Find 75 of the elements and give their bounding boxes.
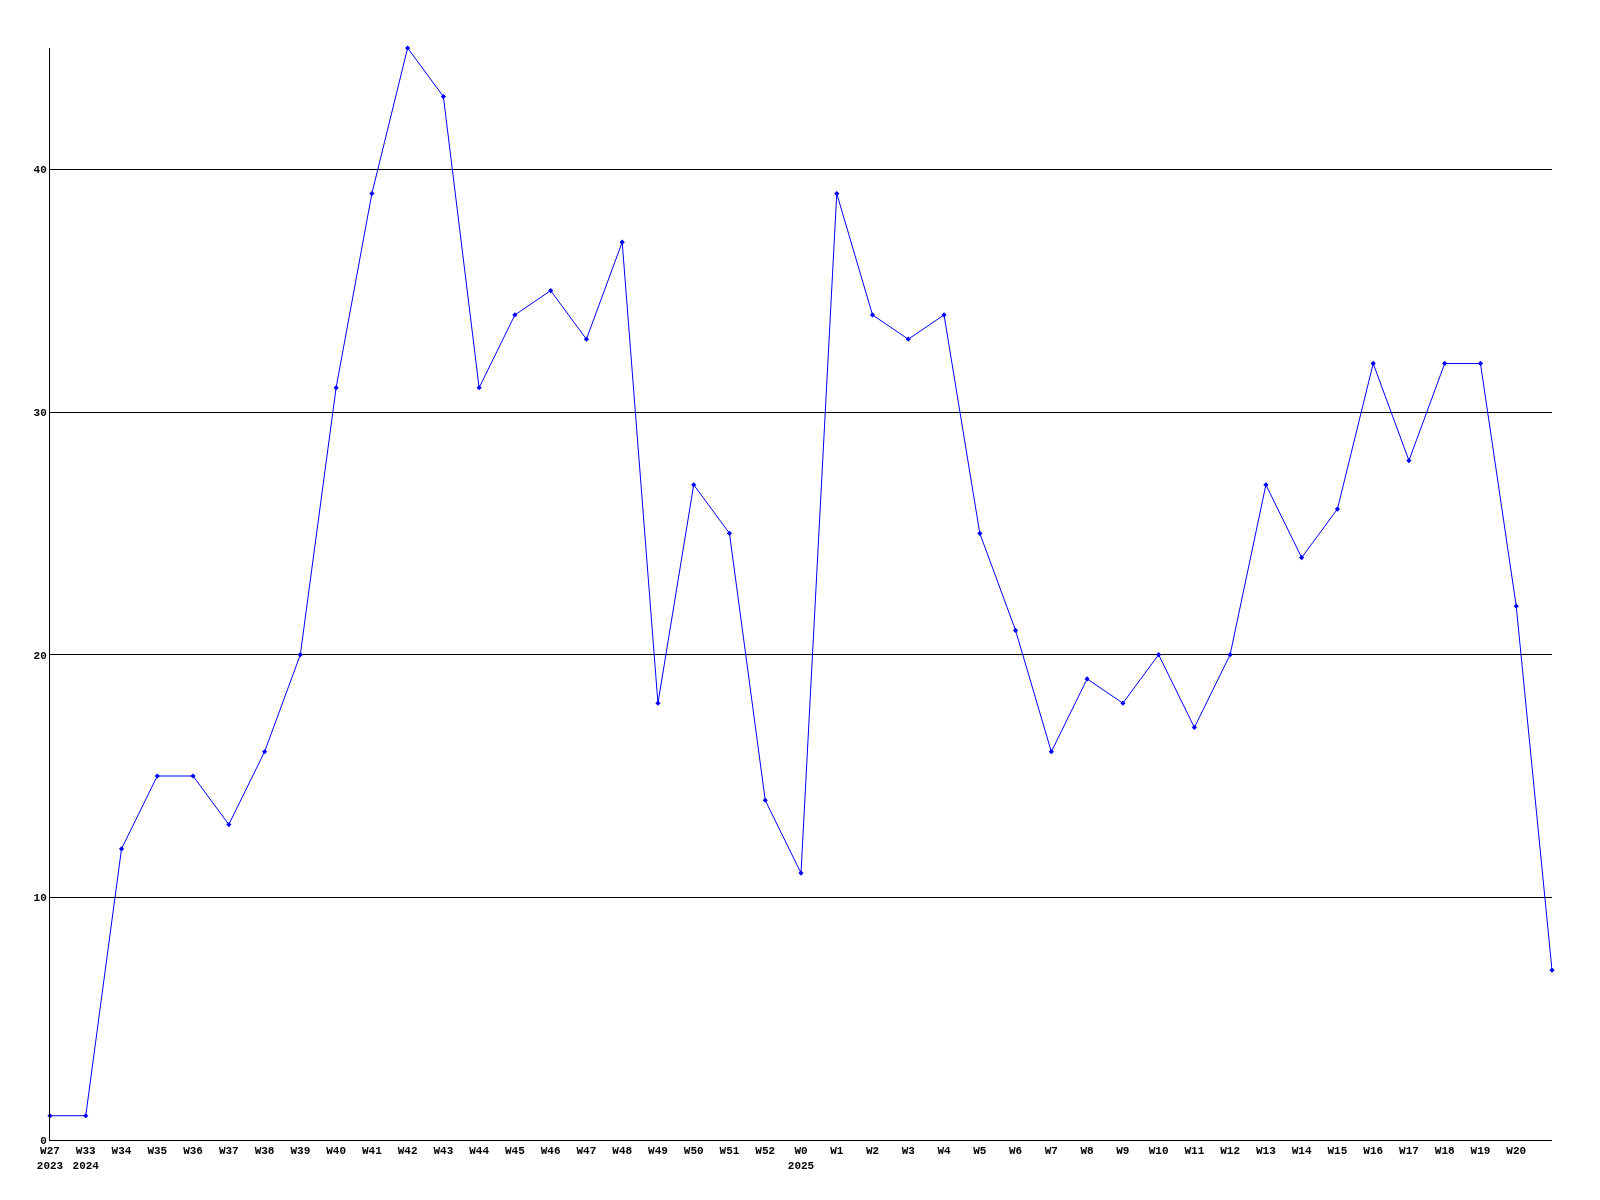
x-tick-label: W6 bbox=[1008, 1145, 1023, 1158]
y-tick-label: 10 bbox=[33, 892, 47, 905]
x-tick-label: W38 bbox=[254, 1145, 275, 1158]
x-tick-label: W33 2024 bbox=[72, 1145, 100, 1172]
x-tick-label: W35 bbox=[147, 1145, 168, 1158]
x-tick-label: W13 bbox=[1255, 1145, 1277, 1158]
x-tick-label: W46 bbox=[540, 1145, 561, 1158]
x-tick-label: W41 bbox=[361, 1145, 383, 1158]
x-tick-label: W34 bbox=[111, 1145, 132, 1158]
point bbox=[726, 530, 733, 536]
x-tick-label: W19 bbox=[1470, 1145, 1491, 1158]
x-tick-label: W43 bbox=[433, 1145, 454, 1158]
point bbox=[1477, 360, 1484, 367]
x-tick-label: W37 bbox=[218, 1145, 239, 1158]
point bbox=[476, 385, 482, 391]
point bbox=[1299, 555, 1305, 561]
point bbox=[226, 821, 232, 828]
x-tick-label: W48 bbox=[612, 1145, 633, 1158]
x-tick-label: W4 bbox=[937, 1145, 952, 1158]
x-tick-label: W47 bbox=[576, 1145, 597, 1158]
point bbox=[762, 797, 768, 803]
x-tick-label: W51 bbox=[719, 1145, 740, 1158]
point bbox=[1334, 506, 1341, 512]
x-tick-label: W1 bbox=[830, 1145, 844, 1158]
x-tick-label: W50 bbox=[683, 1145, 704, 1158]
x-tick-label: W40 bbox=[326, 1145, 347, 1158]
point bbox=[1227, 652, 1233, 658]
x-tick-label: W36 bbox=[183, 1145, 203, 1158]
x-tick-label: W15 bbox=[1327, 1145, 1348, 1158]
point bbox=[369, 191, 375, 197]
point bbox=[83, 1113, 89, 1119]
x-tick-label: W45 bbox=[504, 1145, 526, 1158]
y-tick-label: 20 bbox=[33, 649, 47, 662]
x-tick-label: W49 bbox=[648, 1145, 668, 1158]
x-tick-label: W12 bbox=[1220, 1145, 1241, 1158]
x-tick-label: W39 bbox=[290, 1145, 311, 1158]
point bbox=[905, 336, 911, 342]
x-tick-label: W9 bbox=[1116, 1145, 1130, 1158]
point bbox=[1012, 627, 1019, 633]
y-tick-label: 30 bbox=[33, 406, 47, 419]
x-tick-label: W8 bbox=[1080, 1145, 1095, 1158]
y-tick-label: 40 bbox=[33, 164, 47, 177]
y-tick-label: 0 bbox=[40, 1134, 47, 1147]
point bbox=[869, 312, 876, 318]
x-tick-label: W0 2025 bbox=[787, 1145, 815, 1172]
x-tick-label: W42 bbox=[397, 1145, 418, 1158]
point bbox=[440, 93, 446, 100]
x-tick-label: W14 bbox=[1291, 1145, 1312, 1158]
x-tick-label: W17 bbox=[1399, 1145, 1419, 1158]
x-tick-label: W44 bbox=[469, 1145, 490, 1158]
x-tick-label: W27 2023 bbox=[36, 1145, 64, 1172]
point bbox=[1191, 724, 1197, 731]
point bbox=[1406, 457, 1412, 464]
x-tick-label: W10 bbox=[1148, 1145, 1169, 1158]
x-tick-label: W20 bbox=[1506, 1145, 1527, 1158]
x-tick-label: W52 bbox=[755, 1145, 776, 1158]
point bbox=[261, 749, 268, 755]
point bbox=[834, 191, 840, 197]
x-tick-label: W2 bbox=[865, 1145, 880, 1158]
point bbox=[977, 530, 983, 536]
x-tick-label: W11 bbox=[1184, 1145, 1205, 1158]
point bbox=[1048, 749, 1054, 755]
point bbox=[1442, 360, 1448, 367]
point bbox=[297, 652, 303, 658]
x-tick-label: W5 bbox=[973, 1145, 987, 1158]
point bbox=[583, 336, 590, 342]
point bbox=[1156, 652, 1162, 658]
x-tick-label: W7 bbox=[1044, 1145, 1058, 1158]
x-tick-label: W16 bbox=[1363, 1145, 1384, 1158]
x-tick-label: W18 bbox=[1434, 1145, 1456, 1158]
point bbox=[548, 288, 554, 294]
point bbox=[1370, 360, 1376, 367]
point bbox=[118, 846, 125, 852]
x-tick-label: W3 bbox=[901, 1145, 916, 1158]
point bbox=[691, 482, 697, 488]
